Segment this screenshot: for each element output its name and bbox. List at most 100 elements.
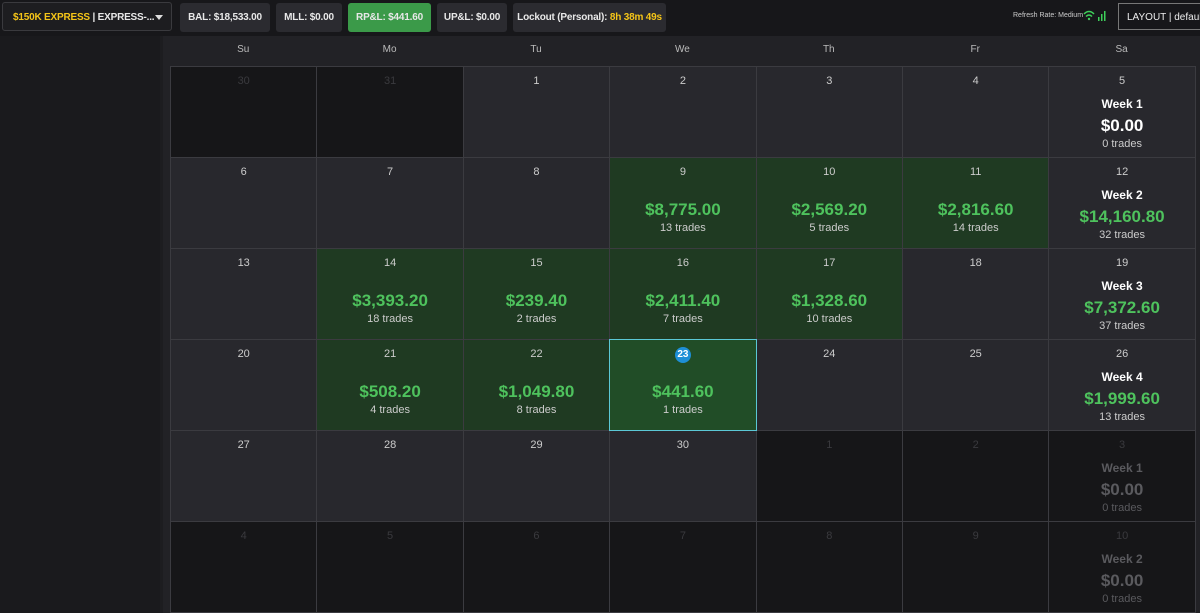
week-trades: 0 trades — [1102, 593, 1142, 605]
day-cell[interactable]: 7 — [609, 521, 757, 613]
day-number: 27 — [237, 439, 250, 451]
lockout-label: Lockout (Personal): — [517, 12, 608, 23]
weekday-label: Fr — [970, 44, 980, 55]
day-trades: 2 trades — [516, 313, 557, 325]
week-pnl: $14,160.80 — [1079, 207, 1165, 226]
day-cell[interactable]: 19 Week 3 $7,372.60 37 trades — [1048, 248, 1196, 340]
day-pnl: $2,569.20 — [791, 200, 868, 219]
day-cell[interactable]: 31 — [316, 66, 464, 158]
week-trades: 32 trades — [1099, 229, 1146, 241]
week-label: Week 2 — [1101, 188, 1143, 202]
day-number: 14 — [383, 257, 397, 269]
day-cell[interactable]: 26 Week 4 $1,999.60 13 trades — [1048, 339, 1196, 431]
week-pnl: $1,999.60 — [1084, 389, 1160, 408]
day-cell[interactable]: 29 — [462, 430, 611, 522]
day-cell[interactable]: 27 — [170, 430, 318, 522]
day-cell[interactable]: 13 — [170, 248, 318, 340]
lockout-time: 8h 38m 49s — [609, 12, 662, 23]
refresh-rate: Refresh Rate: Medium — [1013, 12, 1084, 19]
weekday-label: Su — [237, 44, 250, 55]
day-number: 26 — [1115, 348, 1129, 360]
day-cell[interactable]: 5 Week 1 $0.00 0 trades — [1048, 66, 1196, 158]
day-number: 19 — [1115, 257, 1129, 269]
day-number: 28 — [383, 439, 397, 451]
day-pnl: $1,328.60 — [791, 291, 868, 310]
day-trades: 18 trades — [367, 313, 414, 325]
day-number: 25 — [969, 348, 982, 360]
day-number: 29 — [530, 439, 543, 451]
day-cell[interactable]: 9 — [902, 521, 1050, 613]
day-cell[interactable]: 3 — [755, 66, 903, 158]
day-pnl: $441.60 — [652, 382, 714, 401]
day-cell[interactable]: 8 — [462, 157, 611, 249]
signal-icon — [1083, 10, 1106, 21]
day-number: 1 — [533, 75, 540, 87]
weekday-label: We — [674, 44, 690, 55]
day-cell[interactable]: 6 — [462, 521, 611, 613]
day-cell[interactable]: 28 — [316, 430, 464, 522]
day-cell[interactable]: 24 — [755, 339, 903, 431]
layout-button[interactable]: LAYOUT | default — [1118, 3, 1200, 30]
day-cell[interactable]: 4 — [902, 66, 1050, 158]
week-label: Week 3 — [1101, 279, 1143, 293]
day-cell[interactable]: 18 — [902, 248, 1050, 340]
day-cell[interactable]: 11 $2,816.60 14 trades — [902, 157, 1050, 249]
day-cell[interactable]: 21 $508.20 4 trades — [316, 339, 464, 431]
day-cell[interactable]: 3 Week 1 $0.00 0 trades — [1048, 430, 1196, 522]
week-label: Week 1 — [1101, 97, 1143, 111]
day-cell[interactable]: 14 $3,393.20 18 trades — [316, 248, 464, 340]
day-cell[interactable]: 1 — [462, 66, 611, 158]
day-cell[interactable]: 2 — [609, 66, 757, 158]
day-number: 7 — [679, 530, 686, 542]
day-cell[interactable]: 22 $1,049.80 8 trades — [462, 339, 611, 431]
day-number: 17 — [823, 257, 836, 269]
day-cell[interactable]: 20 — [170, 339, 318, 431]
day-cell[interactable]: 1 — [755, 430, 903, 522]
day-number: 21 — [383, 348, 397, 360]
account-selector[interactable]: $150K EXPRESS | EXPRESS-... — [2, 2, 172, 31]
day-pnl: $239.40 — [505, 291, 568, 310]
rpl: RP&L: $441.60 — [348, 3, 431, 32]
day-cell[interactable]: 30 — [609, 430, 757, 522]
day-number: 12 — [1115, 166, 1129, 178]
day-cell[interactable]: 17 $1,328.60 10 trades — [755, 248, 903, 340]
weekday-label: Th — [822, 44, 835, 55]
day-pnl: $8,775.00 — [645, 200, 721, 219]
week-label: Week 4 — [1101, 370, 1143, 384]
day-cell[interactable]: 8 — [755, 521, 903, 613]
day-cell[interactable]: 7 — [316, 157, 464, 249]
weekday-label: Sa — [1115, 44, 1128, 55]
account-id: | EXPRESS-... — [92, 12, 155, 23]
sidebar — [0, 36, 160, 613]
day-cell[interactable]: 16 $2,411.40 7 trades — [609, 248, 757, 340]
day-cell[interactable]: 2 — [902, 430, 1050, 522]
day-trades: 1 trades — [663, 404, 703, 416]
lockout: Lockout (Personal): 8h 38m 49s — [513, 3, 666, 32]
day-number: 1 — [826, 439, 833, 451]
day-trades: 10 trades — [806, 313, 853, 325]
day-cell[interactable]: 15 $239.40 2 trades — [462, 248, 611, 340]
weekday-label: Mo — [382, 44, 397, 55]
day-cell[interactable]: 23 $441.60 1 trades — [609, 339, 757, 431]
calendar: Su Mo Tu We Th Fr Sa 30 31 1 2 3 4 5 Week 1 $0.00 0 trad… — [163, 36, 1200, 613]
day-cell[interactable]: 5 — [316, 521, 464, 613]
day-cell[interactable]: 10 Week 2 $0.00 0 trades — [1048, 521, 1196, 613]
day-number: 15 — [530, 257, 543, 269]
day-cell[interactable]: 4 — [170, 521, 318, 613]
day-cell[interactable]: 12 Week 2 $14,160.80 32 trades — [1048, 157, 1196, 249]
day-cell[interactable]: 6 — [170, 157, 318, 249]
day-number: 18 — [969, 257, 982, 269]
day-pnl: $3,393.20 — [352, 291, 428, 310]
day-cell[interactable]: 30 — [170, 66, 318, 158]
day-number: 13 — [237, 257, 250, 269]
day-pnl: $1,049.80 — [498, 382, 575, 401]
day-cell[interactable]: 25 — [902, 339, 1050, 431]
day-cell[interactable]: 9 $8,775.00 13 trades — [609, 157, 757, 249]
day-number: 10 — [823, 166, 836, 178]
day-number: 4 — [972, 75, 979, 87]
mll: MLL: $0.00 — [276, 3, 342, 32]
day-cell[interactable]: 10 $2,569.20 5 trades — [755, 157, 903, 249]
day-number: 30 — [237, 75, 250, 87]
day-number: 7 — [387, 166, 394, 178]
